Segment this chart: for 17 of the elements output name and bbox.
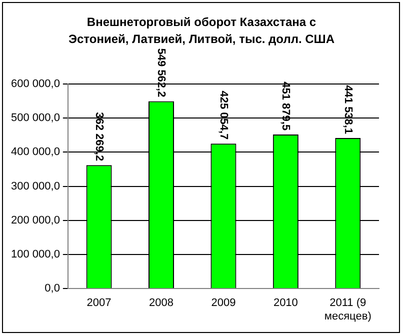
y-tick-label: 400 000,0	[11, 146, 60, 158]
y-tick-label: 200 000,0	[11, 214, 60, 226]
x-tick-label: 2007	[86, 297, 112, 310]
y-tick-label: 100 000,0	[11, 248, 60, 261]
chart-title: Внешнеторговый оборот Казахстана с Эстонией, Латвией, Литвой, тыс. долл. США	[67, 14, 336, 48]
x-tick-label: 2011 (9 месяцев)	[324, 297, 372, 322]
data-label: 451 879,5	[280, 82, 292, 131]
y-tick-label: 0,0	[44, 282, 60, 295]
x-tick-label: 2009	[211, 297, 236, 310]
y-tick-label: 500 000,0	[11, 112, 60, 124]
x-tick-label: 2008	[149, 297, 174, 310]
data-label: 441 538,1	[342, 85, 354, 134]
y-tick-label: 300 000,0	[11, 180, 60, 192]
y-tick-label: 600 000,0	[11, 78, 60, 90]
data-label: 362 269,2	[93, 112, 106, 162]
x-tick-label: 2010	[273, 297, 298, 310]
data-label: 425 054,7	[217, 90, 230, 140]
